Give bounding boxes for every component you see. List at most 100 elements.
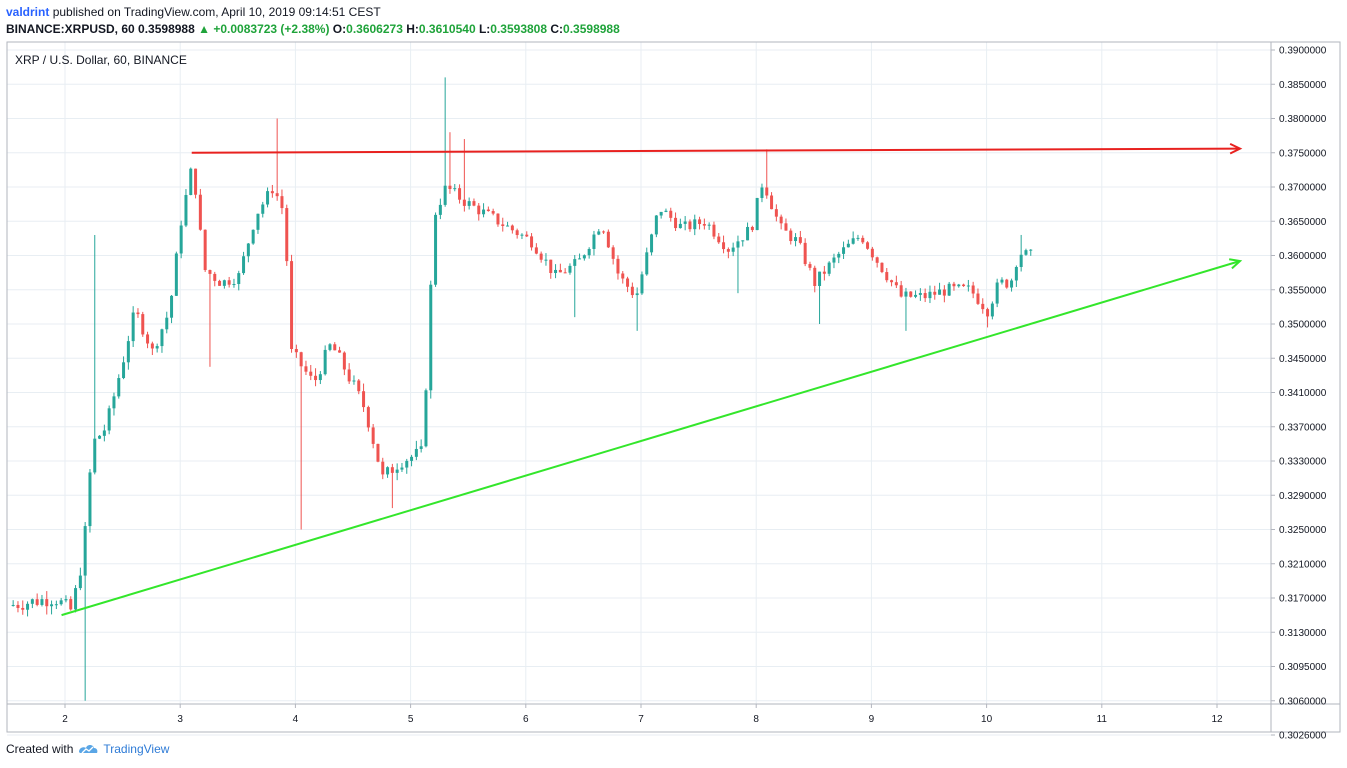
candle-body [669,210,673,218]
candle-body [352,380,356,382]
candle-body [491,211,495,214]
candle-body [371,427,375,444]
candle-body [952,283,956,287]
candle-body [285,208,289,262]
y-tick-label: 0.3370000 [1279,422,1327,433]
x-tick-label: 6 [523,714,529,725]
candle-body [117,378,121,397]
candle-body [539,253,543,260]
candle-body [448,185,452,189]
candle-body [347,369,351,382]
candle-body [429,284,433,391]
trendlines[interactable] [61,142,1243,617]
y-tick-label: 0.3095000 [1279,662,1327,673]
time-axis[interactable]: 2 3 4 5 6 7 8 9 10 11 12 [62,704,1223,725]
candle-body [419,446,423,449]
candle-body [558,269,562,273]
candle-body [726,249,730,252]
candle-body [995,282,999,304]
candle-body [808,264,812,268]
candle-body [198,194,202,230]
candle-body [520,234,524,236]
candle-body [218,280,222,286]
candle-body [981,303,985,310]
candle-body [184,195,188,226]
candle-body [534,247,538,254]
resistance-line[interactable] [191,147,1241,154]
candle-body [664,210,668,212]
candle-body [606,231,610,248]
y-tick-label: 0.3026000 [1279,731,1327,742]
candle-body [107,408,111,431]
candle-body [496,213,500,225]
x-tick-label: 8 [753,714,759,725]
low-label: L: [478,22,491,36]
candle-body [213,273,217,281]
candle-body [146,334,150,344]
candle-body [266,191,270,205]
y-tick-label: 0.3500000 [1279,320,1327,331]
candle-body [290,261,294,349]
candle-body [856,237,860,239]
candle-body [203,229,207,271]
candle-body [102,430,106,436]
candle-body [750,226,754,231]
candle-body [21,607,25,610]
candle-body [966,285,970,287]
candle-body [69,599,73,610]
candle-body [122,362,126,379]
support-line[interactable] [61,260,1241,617]
candle-body [40,599,44,605]
candle-body [702,224,706,226]
support-line-arrowhead [1229,258,1243,270]
y-tick-label: 0.3410000 [1279,388,1327,399]
candle-body [16,604,20,608]
y-tick-label: 0.3800000 [1279,114,1327,125]
candle-body [813,267,817,286]
price-axis[interactable]: 0.3900000 0.3850000 0.3800000 0.3750000 0.37… [1271,46,1327,742]
candle-body [410,456,414,461]
candles [11,77,1033,701]
candle-body [842,247,846,254]
candle-body [443,185,447,205]
x-tick-label: 10 [981,714,993,725]
candle-body [894,282,898,286]
author-name[interactable]: valdrint [6,5,50,19]
y-tick-label: 0.3290000 [1279,491,1327,502]
candle-body [755,197,759,231]
y-tick-label: 0.3850000 [1279,80,1327,91]
candle-body [822,271,826,274]
candle-body [650,234,654,253]
candle-body [933,291,937,295]
candle-body [760,187,764,198]
tradingview-brand[interactable]: TradingView [103,742,170,756]
candle-body [256,213,260,230]
x-tick-label: 12 [1211,714,1223,725]
candle-body [938,289,942,295]
candle-body [774,209,778,217]
candle-body [909,291,913,297]
candle-body [1014,267,1018,281]
candle-body [424,390,428,447]
candle-body [270,191,274,194]
publish-info: valdrint published on TradingView.com, A… [6,5,381,19]
candle-body [866,242,870,249]
candle-body [237,273,241,285]
candle-body [462,199,466,206]
candle-body [304,366,308,372]
candle-body [131,312,135,342]
y-tick-label: 0.3130000 [1279,628,1327,639]
published-text: published on TradingView.com, April 10, … [52,5,381,19]
candle-body [318,374,322,381]
candle-body [654,215,658,235]
candle-body [155,346,159,349]
candle-body [803,242,807,265]
candle-body [54,604,58,606]
y-tick-label: 0.3700000 [1279,183,1327,194]
candle-body [376,443,380,462]
candle-body [477,205,481,215]
candle-body [851,238,855,244]
candle-body [1010,280,1014,288]
candle-body [357,380,361,392]
